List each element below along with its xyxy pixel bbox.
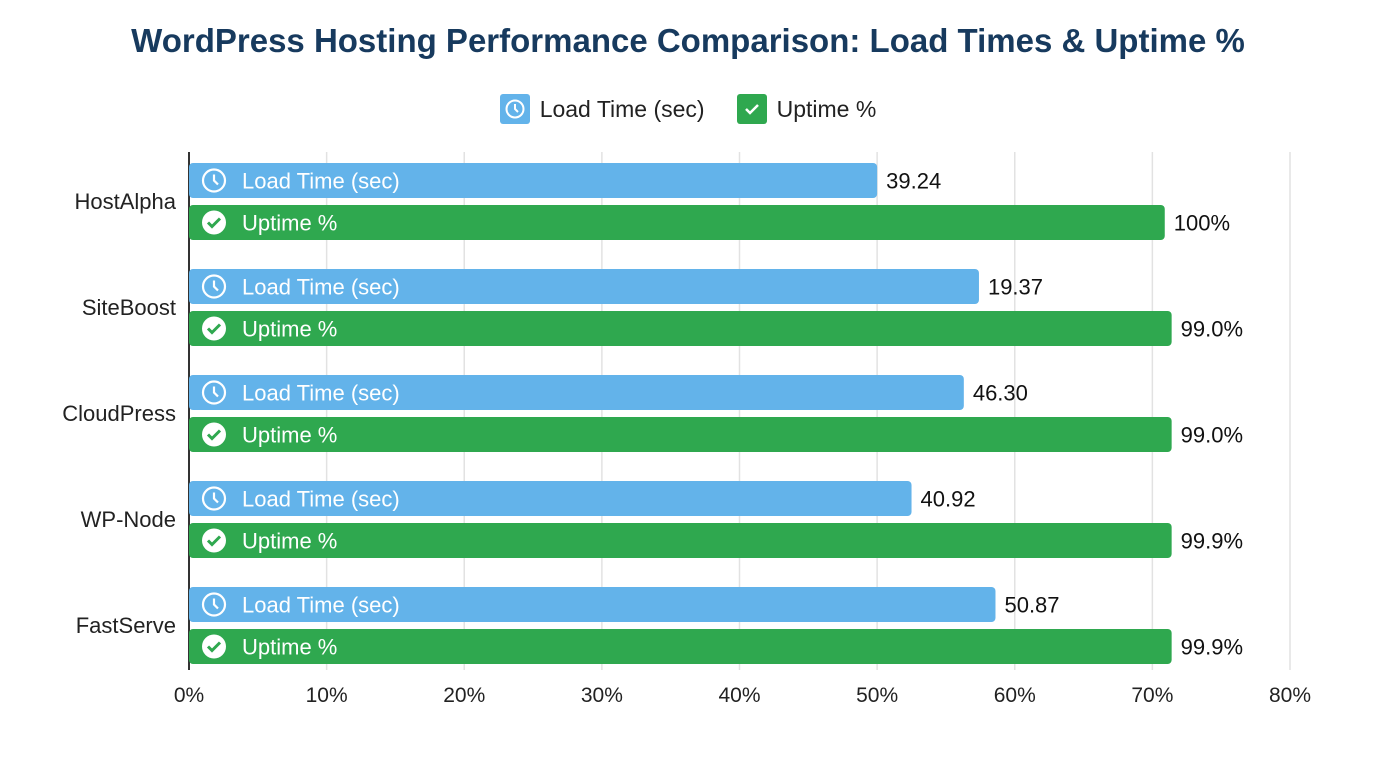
data-label: 100%: [1174, 211, 1230, 236]
data-label: 99.0%: [1181, 317, 1243, 342]
data-label: 99.9%: [1181, 635, 1243, 660]
bar-load-time: [189, 481, 912, 516]
legend-label: Load Time (sec): [539, 95, 705, 122]
data-label: 39.24: [886, 169, 941, 194]
bar-uptime: [189, 311, 1172, 346]
clock-icon: [201, 274, 227, 299]
bar-uptime: [189, 523, 1172, 558]
category-label: SiteBoost: [82, 295, 176, 320]
x-tick-label: 20%: [443, 684, 485, 707]
clock-hands: [212, 492, 219, 504]
clock-hands: [212, 598, 219, 610]
x-tick-label: 70%: [1131, 684, 1173, 707]
x-tick-label: 60%: [994, 684, 1036, 707]
bar-load-time: [189, 587, 996, 622]
check-mark: [206, 641, 222, 653]
legend-label: Uptime %: [776, 95, 877, 122]
x-tick-label: 50%: [856, 684, 898, 707]
bar-inner-label: Load Time (sec): [242, 275, 400, 300]
data-label: 99.9%: [1181, 529, 1243, 554]
x-tick-label: 40%: [718, 684, 760, 707]
legend: Load Time (sec) Uptime %: [0, 94, 1376, 124]
bar-uptime: [189, 629, 1172, 664]
category-label: CloudPress: [62, 401, 176, 426]
data-label: 50.87: [1004, 593, 1059, 618]
check-mark: [206, 323, 222, 335]
check-icon: [736, 94, 767, 124]
data-label: 40.92: [921, 487, 976, 512]
legend-item-uptime: Uptime %: [736, 94, 877, 124]
category-label: HostAlpha: [74, 189, 176, 214]
bar-inner-label: Uptime %: [242, 423, 337, 448]
clock-hands: [212, 386, 219, 398]
data-label: 46.30: [973, 381, 1028, 406]
chart-title: WordPress Hosting Performance Comparison…: [131, 22, 1245, 59]
bar-inner-label: Load Time (sec): [242, 381, 400, 406]
bar-inner-label: Load Time (sec): [242, 169, 400, 194]
bar-load-time: [189, 163, 878, 198]
clock-icon: [201, 168, 227, 193]
data-label: 19.37: [988, 275, 1043, 300]
x-tick-label: 30%: [581, 684, 623, 707]
clock-icon: [499, 94, 530, 124]
clock-hands: [212, 174, 219, 186]
clock-icon: [201, 486, 227, 511]
x-tick-label: 0%: [174, 684, 204, 707]
data-label: 99.0%: [1181, 423, 1243, 448]
clock-icon: [201, 592, 227, 617]
category-label: WP-Node: [81, 507, 176, 532]
x-tick-label: 10%: [306, 684, 348, 707]
clock-icon: [201, 380, 227, 405]
check-mark: [206, 429, 222, 441]
bar-inner-label: Load Time (sec): [242, 487, 400, 512]
bar-load-time: [189, 375, 964, 410]
x-tick-label: 80%: [1269, 684, 1311, 707]
legend-item-load-time: Load Time (sec): [499, 94, 705, 124]
bar-load-time: [189, 269, 979, 304]
bar-inner-label: Uptime %: [242, 211, 337, 236]
check-mark: [206, 217, 222, 229]
bar-inner-label: Load Time (sec): [242, 593, 400, 618]
clock-hands: [212, 280, 219, 292]
check-mark: [206, 535, 222, 547]
bar-inner-label: Uptime %: [242, 635, 337, 660]
bar-inner-label: Uptime %: [242, 317, 337, 342]
bar-uptime: [189, 205, 1165, 240]
bar-inner-label: Uptime %: [242, 529, 337, 554]
bar-uptime: [189, 417, 1172, 452]
category-label: FastServe: [76, 613, 176, 638]
